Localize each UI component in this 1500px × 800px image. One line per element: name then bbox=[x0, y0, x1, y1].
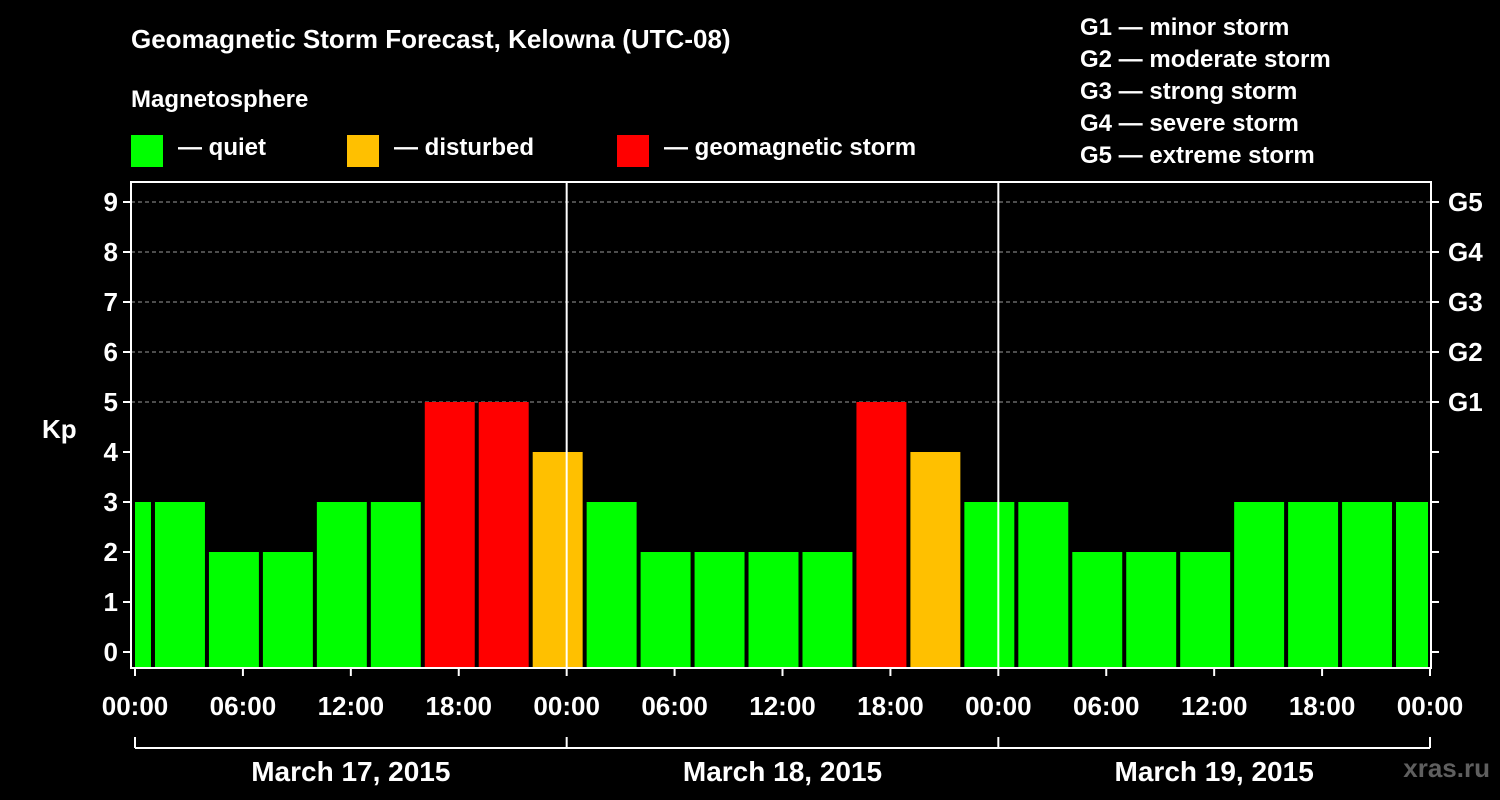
kp-bar-6 bbox=[424, 402, 475, 668]
x-tick-label: 12:00 bbox=[318, 691, 385, 721]
date-label: March 19, 2015 bbox=[1115, 756, 1314, 787]
kp-bar-17 bbox=[1018, 502, 1069, 668]
kp-bar-18 bbox=[1072, 552, 1123, 668]
kp-bar-0 bbox=[135, 502, 151, 668]
x-tick-label: 18:00 bbox=[426, 691, 493, 721]
x-tick-label: 06:00 bbox=[641, 691, 708, 721]
kp-bar-4 bbox=[316, 502, 367, 668]
chart-title: Geomagnetic Storm Forecast, Kelowna (UTC… bbox=[131, 24, 731, 54]
kp-bar-22 bbox=[1288, 502, 1339, 668]
y-tick-label: 8 bbox=[104, 237, 118, 267]
kp-bar-14 bbox=[856, 402, 907, 668]
storm-level-label-g4: G4 bbox=[1448, 237, 1483, 267]
x-tick-label: 12:00 bbox=[749, 691, 816, 721]
storm-scale-g1: G1 — minor storm bbox=[1080, 14, 1290, 41]
legend-label-disturbed: — disturbed bbox=[394, 134, 535, 161]
legend-swatch-disturbed bbox=[347, 135, 379, 167]
kp-bar-8 bbox=[532, 452, 583, 668]
kp-bar-20 bbox=[1180, 552, 1231, 668]
kp-bar-16 bbox=[964, 502, 1015, 668]
storm-level-label-g1: G1 bbox=[1448, 387, 1483, 417]
kp-bar-23 bbox=[1342, 502, 1393, 668]
y-tick-label: 9 bbox=[104, 187, 118, 217]
kp-bar-12 bbox=[748, 552, 799, 668]
kp-bar-21 bbox=[1234, 502, 1285, 668]
storm-level-label-g5: G5 bbox=[1448, 187, 1483, 217]
kp-bar-15 bbox=[910, 452, 961, 668]
kp-bar-11 bbox=[694, 552, 745, 668]
legend-swatch-storm bbox=[617, 135, 649, 167]
storm-level-label-g2: G2 bbox=[1448, 337, 1483, 367]
legend-subtitle: Magnetosphere bbox=[131, 86, 309, 113]
x-tick-label: 00:00 bbox=[533, 691, 600, 721]
kp-bar-19 bbox=[1126, 552, 1177, 668]
x-tick-label: 12:00 bbox=[1181, 691, 1248, 721]
kp-bar-24 bbox=[1396, 502, 1428, 668]
kp-bar-9 bbox=[586, 502, 637, 668]
y-tick-label: 5 bbox=[104, 387, 118, 417]
y-tick-label: 7 bbox=[104, 287, 118, 317]
storm-level-label-g3: G3 bbox=[1448, 287, 1483, 317]
legend-swatch-quiet bbox=[131, 135, 163, 167]
kp-bar-7 bbox=[478, 402, 529, 668]
legend-label-quiet: — quiet bbox=[178, 134, 266, 161]
y-tick-label: 1 bbox=[104, 587, 118, 617]
kp-bar-10 bbox=[640, 552, 691, 668]
x-tick-label: 00:00 bbox=[965, 691, 1032, 721]
x-tick-label: 18:00 bbox=[857, 691, 924, 721]
plot-frame bbox=[130, 181, 1432, 669]
y-axis-label: Kp bbox=[42, 414, 77, 444]
x-tick-label: 00:00 bbox=[102, 691, 169, 721]
kp-bar-2 bbox=[208, 552, 259, 668]
x-tick-label: 00:00 bbox=[1397, 691, 1464, 721]
x-tick-label: 18:00 bbox=[1289, 691, 1356, 721]
date-label: March 18, 2015 bbox=[683, 756, 882, 787]
y-tick-label: 3 bbox=[104, 487, 118, 517]
y-tick-label: 0 bbox=[104, 637, 118, 667]
y-tick-label: 6 bbox=[104, 337, 118, 367]
watermark: xras.ru bbox=[1403, 753, 1490, 783]
x-tick-label: 06:00 bbox=[1073, 691, 1140, 721]
kp-bar-3 bbox=[262, 552, 313, 668]
x-tick-label: 06:00 bbox=[210, 691, 277, 721]
storm-scale-g4: G4 — severe storm bbox=[1080, 110, 1299, 137]
kp-bar-13 bbox=[802, 552, 853, 668]
kp-bar-5 bbox=[370, 502, 421, 668]
kp-bar-1 bbox=[154, 502, 205, 668]
storm-scale-g3: G3 — strong storm bbox=[1080, 78, 1298, 105]
y-tick-label: 2 bbox=[104, 537, 118, 567]
storm-scale-g5: G5 — extreme storm bbox=[1080, 142, 1315, 169]
legend-label-storm: — geomagnetic storm bbox=[664, 134, 917, 161]
date-label: March 17, 2015 bbox=[251, 756, 450, 787]
storm-scale-g2: G2 — moderate storm bbox=[1080, 46, 1331, 73]
y-tick-label: 4 bbox=[104, 437, 119, 467]
